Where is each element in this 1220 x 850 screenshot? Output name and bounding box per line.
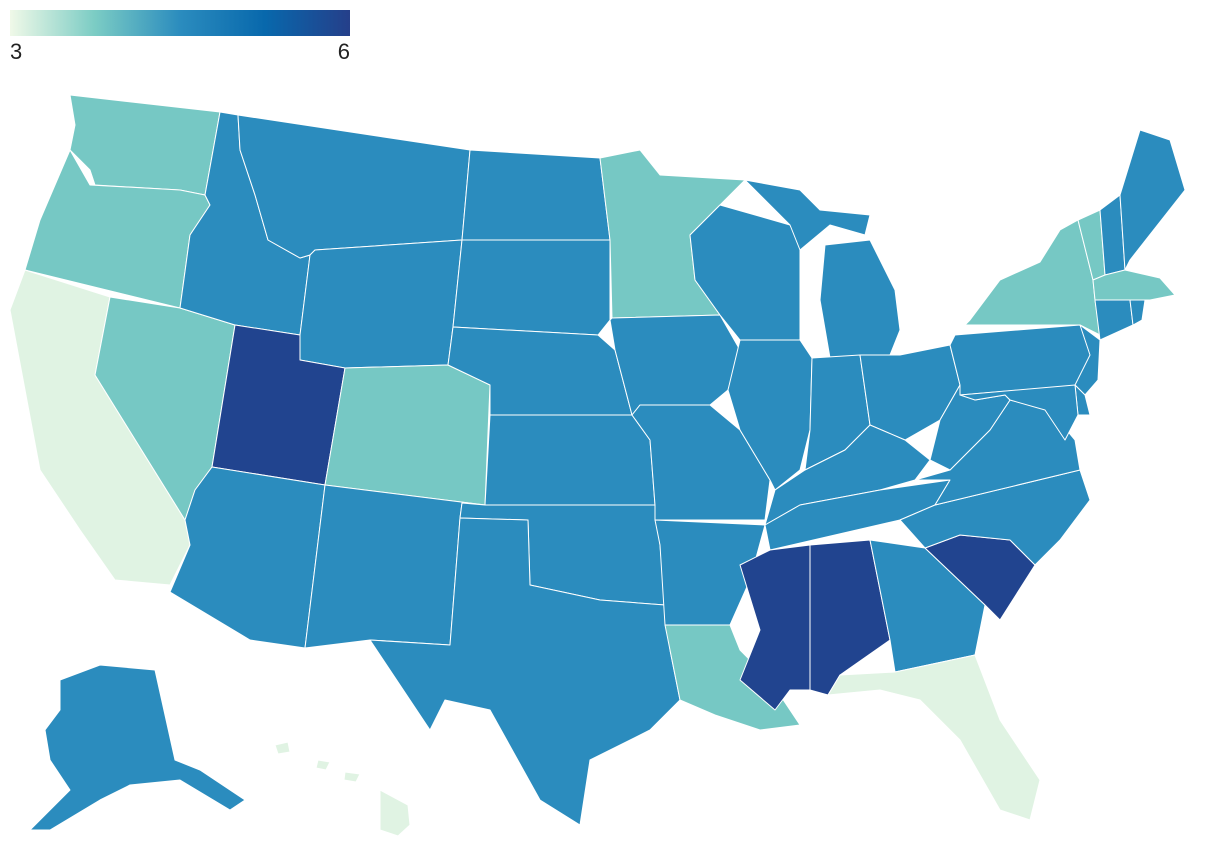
- state: [484, 414, 656, 506]
- state: [274, 741, 411, 837]
- state: [739, 544, 811, 711]
- state: [827, 654, 1041, 821]
- state: [1119, 129, 1186, 271]
- state: [452, 239, 611, 336]
- colorbar: [10, 10, 350, 36]
- state: [461, 149, 611, 241]
- state: [29, 664, 246, 831]
- colorbar-tick-label: 3: [10, 39, 22, 64]
- state: [744, 179, 901, 359]
- state: [631, 404, 771, 521]
- state: [899, 469, 1091, 566]
- states: [9, 94, 1186, 837]
- state: [324, 364, 491, 506]
- state: [1092, 269, 1176, 301]
- state: [299, 239, 463, 369]
- state: [609, 314, 741, 416]
- state: [237, 114, 471, 259]
- state: [949, 324, 1096, 396]
- state: [964, 219, 1101, 336]
- state: [69, 94, 221, 196]
- state: [1094, 299, 1134, 341]
- state: [664, 624, 801, 731]
- colorbar-tick-label: 6: [338, 39, 350, 64]
- state: [169, 466, 326, 649]
- state: [1129, 299, 1146, 326]
- state: [727, 339, 813, 491]
- state: [959, 384, 1079, 441]
- state: [369, 517, 681, 826]
- state: [689, 204, 801, 341]
